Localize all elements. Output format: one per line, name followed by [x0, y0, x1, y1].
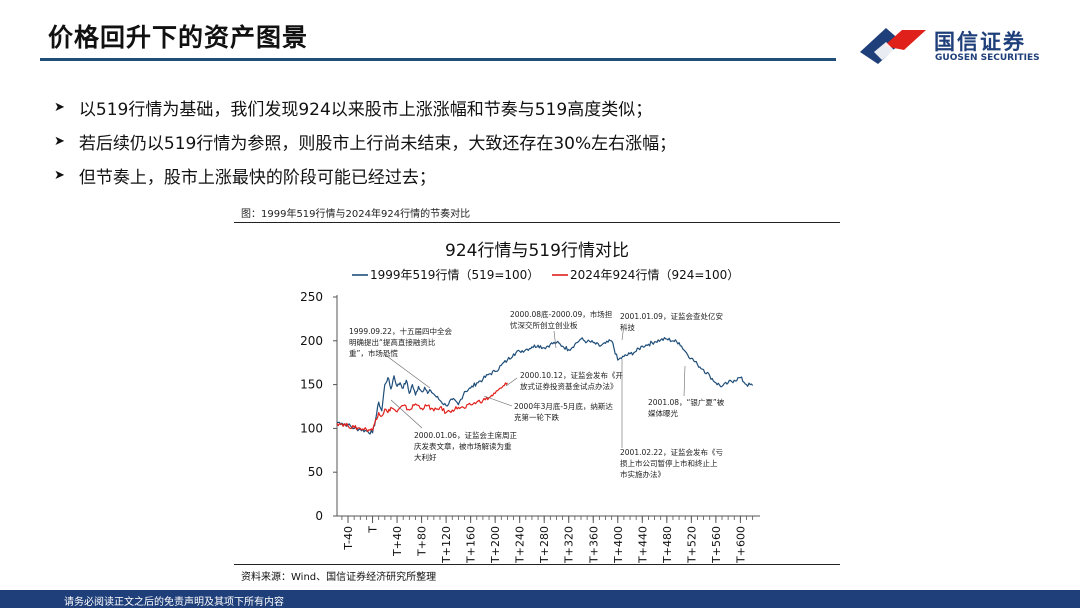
- x-tick-label: T: [367, 526, 380, 534]
- bullet-list: ➤ 以519行情为基础，我们发现924以来股市上涨涨幅和节奏与519高度类似； …: [54, 90, 854, 192]
- annotation-leader: [553, 330, 557, 349]
- annotation-leader: [621, 324, 625, 341]
- figure-source: 资料来源：Wind、国信证券经济研究所整理: [241, 572, 437, 583]
- x-tick-label: T+600: [734, 526, 747, 564]
- annotation-text: 庆发表文章，被市场解读为重: [414, 441, 512, 451]
- x-tick-label: T+400: [612, 526, 625, 564]
- bullet-item: ➤ 以519行情为基础，我们发现924以来股市上涨涨幅和节奏与519高度类似；: [54, 90, 854, 124]
- figure-bottom-rule: [234, 564, 840, 565]
- bullet-text: 以519行情为基础，我们发现924以来股市上涨涨幅和节奏与519高度类似；: [78, 99, 653, 120]
- annotation-text: 科技: [620, 322, 635, 332]
- annotation-text: 2000.01.06，证监会主席周正: [414, 430, 517, 440]
- logo-name-cn: 国信证券: [934, 30, 1026, 54]
- y-tick-label: 150: [300, 378, 323, 392]
- chart-series: [336, 336, 754, 435]
- annotation-text: 1999.09.22，十五届四中全会: [349, 326, 452, 336]
- x-tick-label: T+200: [489, 526, 502, 564]
- x-tick-label: T+520: [685, 526, 698, 564]
- annotation-text: 忧深交所创立创业板: [510, 320, 578, 330]
- bullet-item: ➤ 但节奏上，股市上涨最快的阶段可能已经过去；: [54, 158, 854, 192]
- bullet-text: 但节奏上，股市上涨最快的阶段可能已经过去；: [78, 167, 436, 188]
- x-tick-label: T-40: [342, 526, 355, 551]
- annotation-leader: [390, 399, 423, 429]
- annotation-text: 克第一轮下跌: [514, 412, 559, 422]
- footer-bar: [0, 590, 1080, 608]
- annotation-leader: [683, 365, 686, 397]
- y-tick-label: 0: [315, 509, 323, 523]
- y-tick-label: 200: [300, 334, 323, 348]
- chart-legend: 1999年519行情（519=100） 2024年924行情（924=100）: [352, 268, 739, 282]
- footer-disclaimer: 请务必阅读正文之后的免责声明及其项下所有内容: [64, 597, 284, 608]
- x-tick-label: T+160: [465, 526, 478, 564]
- legend-label: 2024年924行情（924=100）: [570, 268, 739, 282]
- guosen-logo-icon: [860, 28, 926, 64]
- triangle-arrow-icon: ➤: [54, 99, 65, 115]
- legend-label: 1999年519行情（519=100）: [370, 268, 539, 282]
- figure-caption: 图：1999年519行情与2024年924行情的节奏对比: [241, 209, 471, 220]
- annotation-text: 放式证券投资基金试点办法》: [520, 381, 618, 391]
- triangle-arrow-icon: ➤: [54, 133, 65, 149]
- x-tick-label: T+480: [661, 526, 674, 564]
- x-tick-label: T+320: [563, 526, 576, 564]
- bullet-text: 若后续仍以519行情为参照，则股市上行尚未结束，大致还存在30%左右涨幅；: [78, 133, 677, 154]
- annotation-text: 2000.08底-2000.09，市场担: [510, 309, 613, 319]
- x-tick-label: T+440: [636, 526, 649, 564]
- x-tick-label: T+280: [538, 526, 551, 564]
- y-tick-label: 50: [308, 465, 323, 479]
- x-tick-label: T+120: [440, 526, 453, 564]
- bullet-item: ➤ 若后续仍以519行情为参照，则股市上行尚未结束，大致还存在30%左右涨幅；: [54, 124, 854, 158]
- y-tick-label: 100: [300, 421, 323, 435]
- x-tick-label: T+560: [710, 526, 723, 564]
- annotation-text: 2000.10.12，证监会发布《开: [520, 370, 623, 380]
- annotation-leader: [505, 377, 518, 387]
- y-tick-label: 250: [300, 290, 323, 304]
- series-line-1: [336, 382, 508, 432]
- annotation-text: 重”，市场恐慌: [349, 348, 398, 358]
- x-tick-label: T+40: [391, 526, 404, 557]
- line-chart: 924行情与519行情对比 1999年519行情（519=100） 2024年92…: [300, 241, 760, 564]
- annotation-text: 2001.02.22，证监会发布《亏: [620, 447, 723, 457]
- annotation-text: 损上市公司暂停上市和终止上: [620, 458, 718, 468]
- annotation-leader: [483, 395, 513, 407]
- annotation-text: 2000年3月底-5月底，纳斯达: [514, 401, 613, 411]
- company-logo: 国信证券 GUOSEN SECURITIES: [858, 22, 1058, 68]
- annotation-leader: [383, 353, 431, 389]
- annotation-text: 媒体曝光: [648, 408, 678, 418]
- x-tick-label: T+240: [514, 526, 527, 564]
- series-line-0: [336, 336, 754, 435]
- triangle-arrow-icon: ➤: [54, 167, 65, 183]
- figure-top-rule: [234, 222, 840, 223]
- annotation-text: 2001.01.09，证监会查处亿安: [620, 311, 723, 321]
- annotation-text: 明确提出“提高直接融资比: [349, 337, 436, 347]
- title-rule: [40, 58, 836, 61]
- chart-title: 924行情与519行情对比: [445, 241, 629, 261]
- slide-title: 价格回升下的资产图景: [48, 23, 309, 52]
- x-tick-label: T+80: [416, 526, 429, 557]
- annotation-text: 2001.08，“银广夏”被: [648, 397, 725, 407]
- annotation-text: 大利好: [414, 452, 437, 462]
- chart-axes: 0 50 100 150 200 250 T-40 T T+40 T+80 T+120 T+160 T+…: [300, 290, 760, 564]
- x-tick-label: T+360: [587, 526, 600, 564]
- annotation-text: 市实施办法》: [620, 469, 665, 479]
- logo-name-en: GUOSEN SECURITIES: [935, 53, 1040, 63]
